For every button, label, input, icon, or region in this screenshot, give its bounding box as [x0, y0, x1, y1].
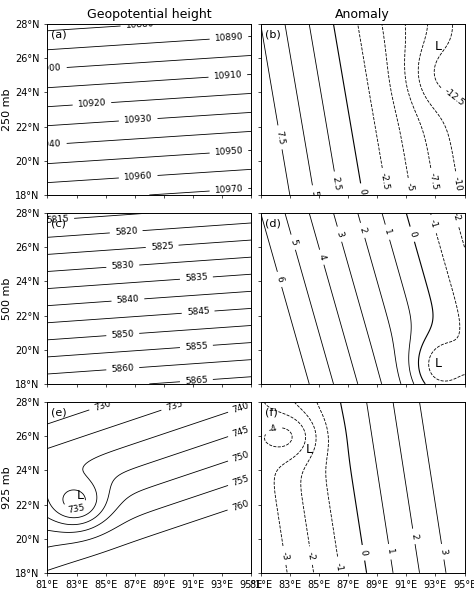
Text: 5830: 5830 — [111, 261, 135, 271]
Text: 925 mb: 925 mb — [2, 466, 12, 509]
Text: 10900: 10900 — [33, 63, 62, 74]
Text: -1: -1 — [334, 562, 344, 572]
Text: -12.5: -12.5 — [443, 86, 466, 108]
Text: -10: -10 — [452, 175, 464, 192]
Text: 745: 745 — [231, 425, 250, 439]
Text: 735: 735 — [67, 503, 86, 515]
Text: -3: -3 — [279, 551, 290, 561]
Text: L: L — [76, 490, 83, 502]
Text: 5850: 5850 — [111, 329, 135, 340]
Text: 740: 740 — [231, 401, 250, 415]
Text: 10930: 10930 — [124, 115, 153, 125]
Text: (b): (b) — [265, 29, 281, 39]
Text: 5: 5 — [288, 238, 298, 246]
Text: (f): (f) — [265, 407, 277, 417]
Text: 735: 735 — [164, 399, 184, 413]
Text: 5840: 5840 — [116, 295, 140, 305]
Text: L: L — [435, 357, 441, 370]
Text: 250 mb: 250 mb — [2, 88, 12, 131]
Text: 5855: 5855 — [185, 341, 208, 352]
Text: (a): (a) — [52, 29, 67, 39]
Text: 5: 5 — [309, 189, 319, 197]
Text: 5845: 5845 — [186, 307, 210, 317]
Text: 2: 2 — [409, 533, 419, 540]
Text: 0: 0 — [357, 188, 367, 195]
Text: 10910: 10910 — [213, 71, 243, 81]
Text: -2: -2 — [306, 551, 316, 561]
Text: 3: 3 — [438, 548, 447, 555]
Text: 10960: 10960 — [124, 171, 153, 182]
Text: 4: 4 — [317, 253, 327, 261]
Text: L: L — [435, 40, 441, 53]
Text: Anomaly: Anomaly — [335, 8, 390, 21]
Text: (d): (d) — [265, 218, 281, 228]
Text: 5820: 5820 — [114, 227, 138, 237]
Text: 2: 2 — [357, 226, 368, 235]
Text: 760: 760 — [231, 499, 250, 513]
Text: (c): (c) — [52, 218, 66, 228]
Text: -2: -2 — [450, 212, 462, 223]
Text: -5: -5 — [405, 182, 415, 192]
Text: 755: 755 — [231, 474, 251, 488]
Text: 5865: 5865 — [185, 375, 208, 386]
Text: 10920: 10920 — [77, 98, 107, 109]
Text: (e): (e) — [52, 407, 67, 417]
Text: 7.5: 7.5 — [274, 130, 286, 145]
Text: -7.5: -7.5 — [427, 172, 439, 191]
Text: 5825: 5825 — [150, 241, 174, 251]
Text: 2.5: 2.5 — [331, 175, 342, 191]
Text: 5815: 5815 — [46, 214, 70, 225]
Text: 500 mb: 500 mb — [2, 277, 12, 320]
Text: 5835: 5835 — [185, 273, 208, 283]
Text: L: L — [306, 443, 313, 456]
Text: -4: -4 — [267, 423, 279, 435]
Text: 10890: 10890 — [214, 33, 244, 43]
Text: 10970: 10970 — [214, 185, 244, 195]
Text: 750: 750 — [231, 450, 251, 464]
Text: 10950: 10950 — [214, 147, 244, 157]
Text: 10880: 10880 — [125, 19, 155, 30]
Text: 3: 3 — [334, 230, 345, 238]
Text: 10940: 10940 — [33, 139, 62, 150]
Text: 1: 1 — [385, 548, 395, 555]
Text: 0: 0 — [358, 549, 368, 557]
Text: 730: 730 — [92, 399, 112, 412]
Text: 5860: 5860 — [111, 364, 135, 374]
Text: -2.5: -2.5 — [379, 172, 391, 191]
Text: 6: 6 — [274, 276, 285, 283]
Text: 1: 1 — [383, 228, 392, 236]
Text: Geopotential height: Geopotential height — [87, 8, 211, 21]
Text: -1: -1 — [428, 218, 439, 230]
Text: 0: 0 — [407, 230, 418, 238]
